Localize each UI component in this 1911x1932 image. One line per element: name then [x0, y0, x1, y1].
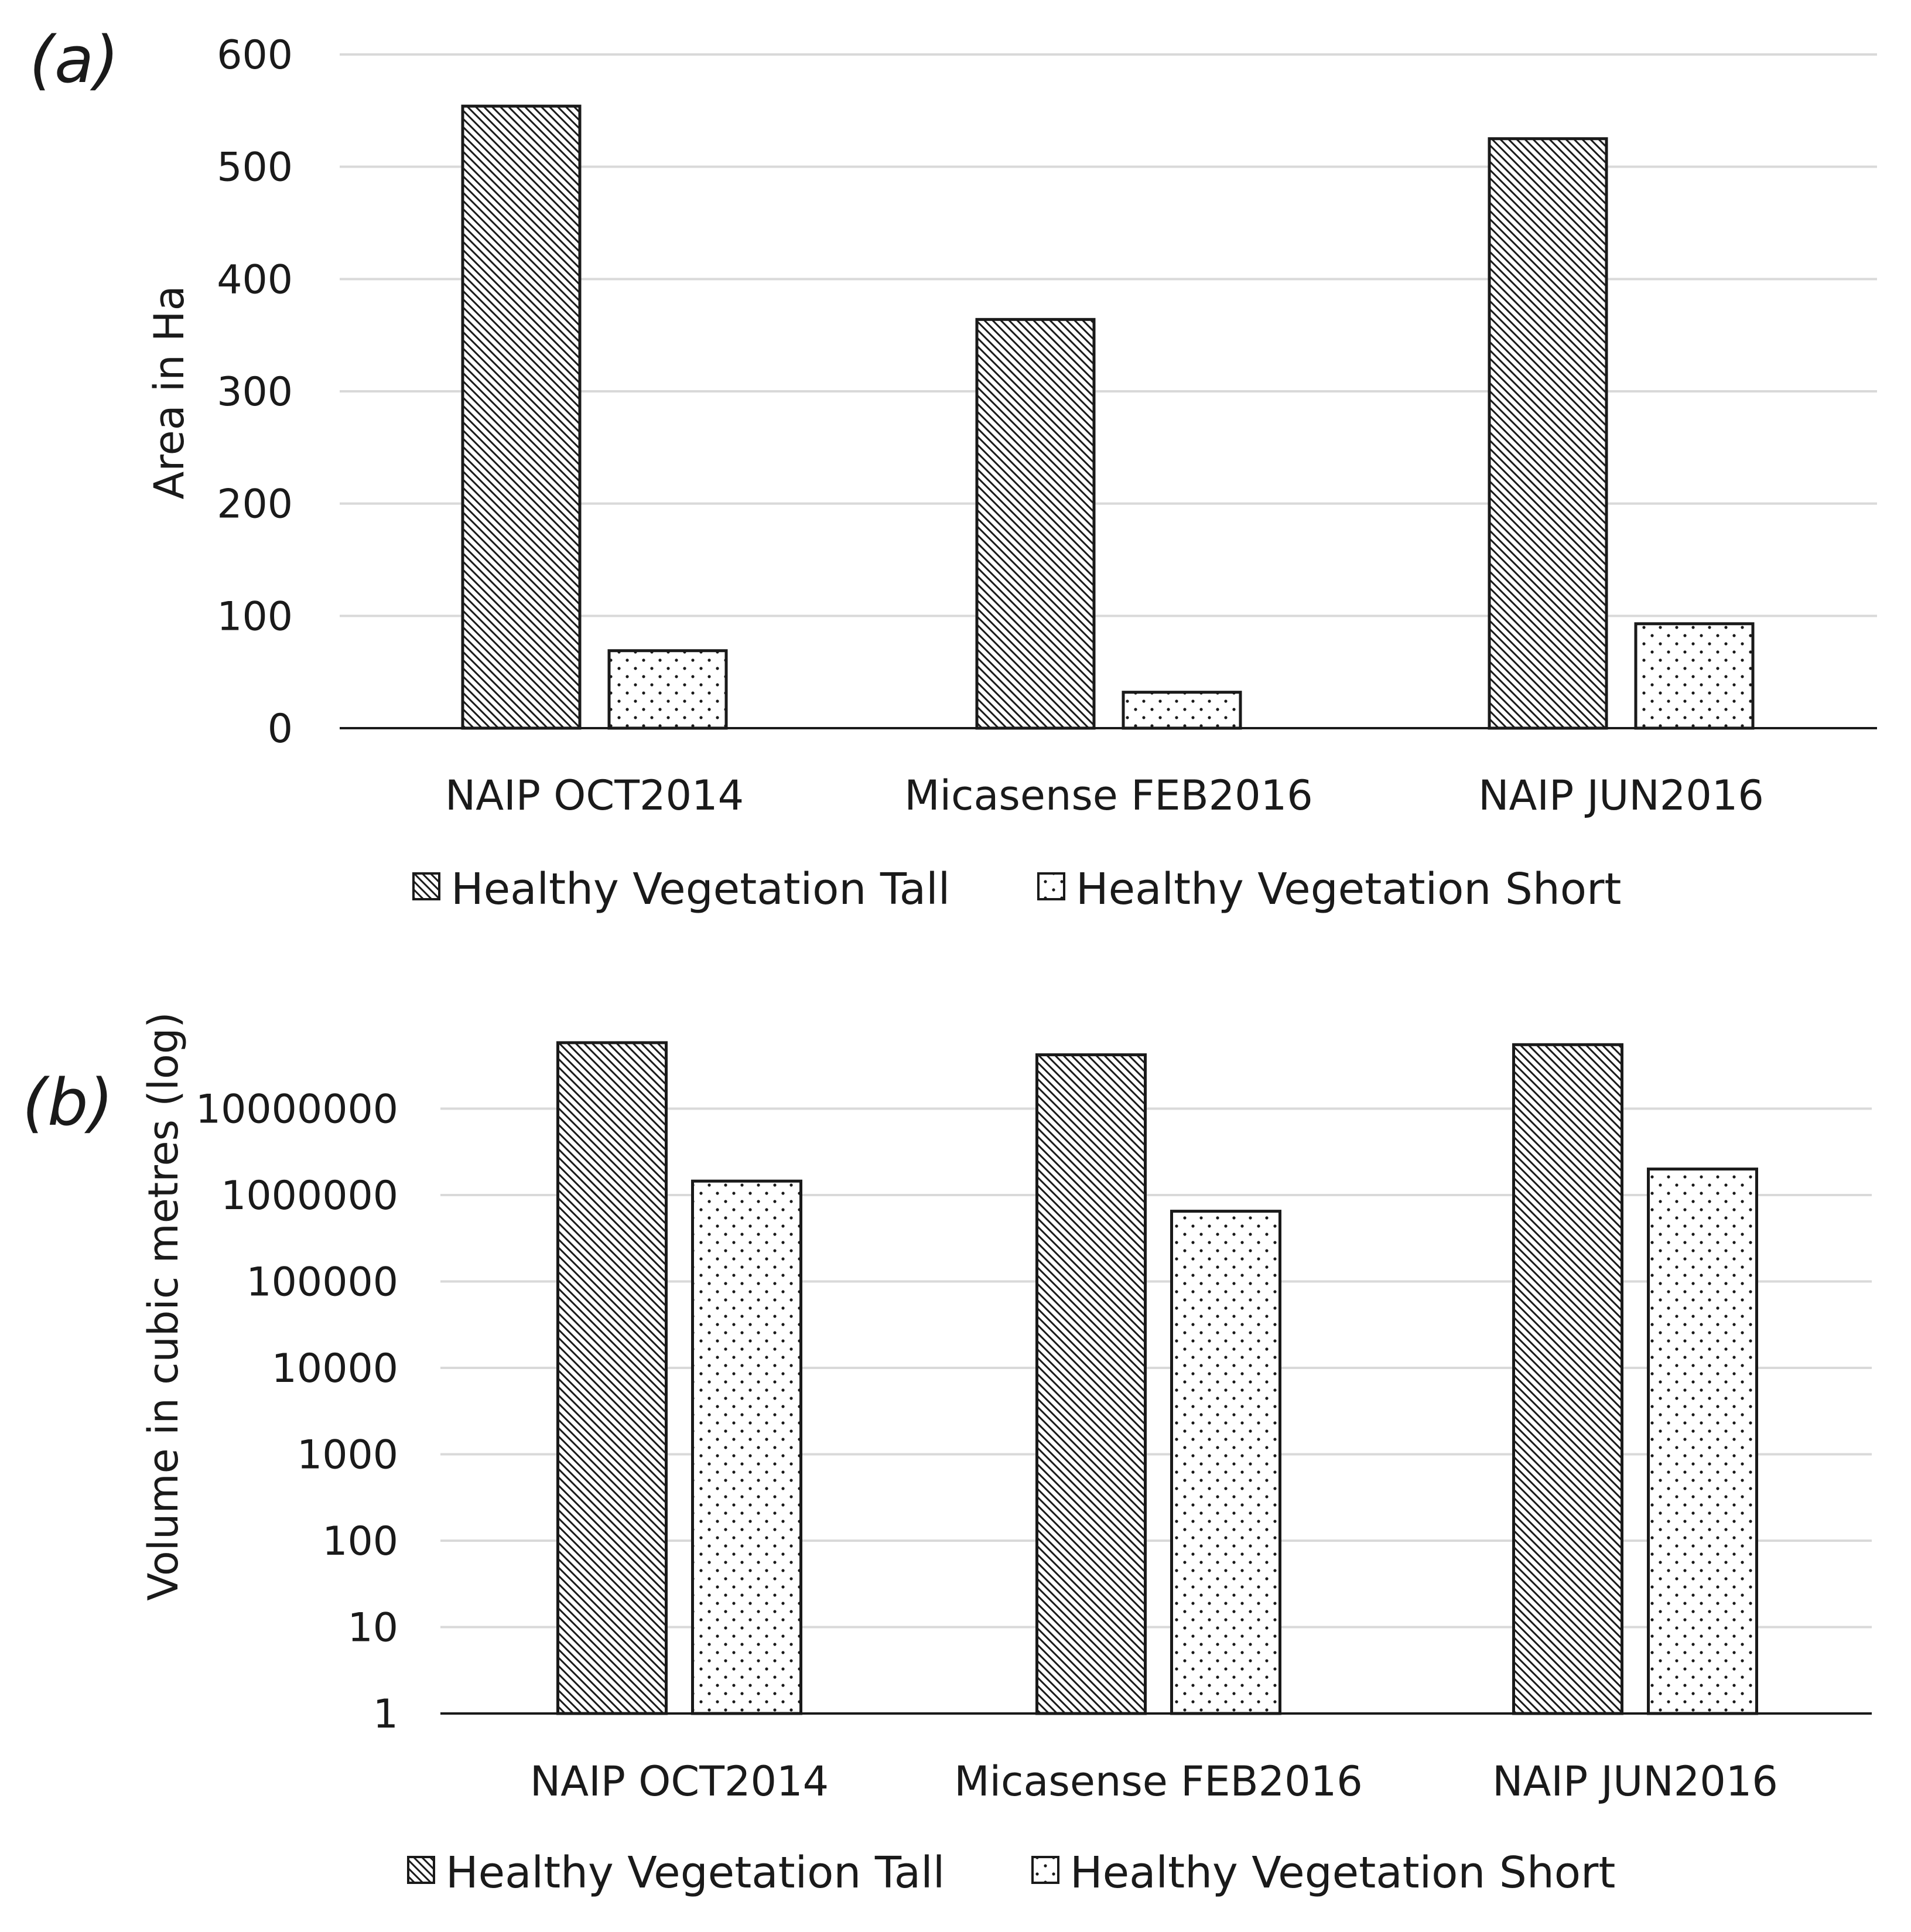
y-tick-label: 1	[373, 1691, 398, 1738]
bar	[1647, 1168, 1758, 1715]
bar	[1634, 622, 1755, 730]
y-tick-label: 600	[217, 32, 293, 78]
y-tick-label: 500	[217, 145, 293, 191]
legend-swatch-dots	[1031, 1856, 1059, 1884]
x-category-label: NAIP OCT2014	[445, 772, 744, 820]
legend-swatch-hatch	[407, 1856, 435, 1884]
y-tick-label: 300	[217, 369, 293, 415]
panel-a-y-axis-label: Area in Ha	[145, 286, 193, 500]
bar	[556, 1041, 668, 1715]
x-category-label: NAIP OCT2014	[530, 1757, 829, 1805]
bar	[1035, 1053, 1147, 1715]
y-tick-label: 0	[268, 706, 293, 752]
bar	[691, 1179, 802, 1715]
y-tick-label: 10000000	[196, 1087, 398, 1133]
y-tick-label: 10	[347, 1605, 398, 1651]
legend-swatch-dots	[1037, 872, 1065, 900]
bar	[1488, 137, 1608, 730]
y-tick-label: 100000	[246, 1259, 398, 1306]
y-tick-label: 10000	[272, 1346, 398, 1392]
bar	[975, 318, 1096, 730]
y-tick-label: 200	[217, 482, 293, 528]
panel-b-plot: 1 10 100 1000 10000 100000 1000000 10000000 NAIP…	[196, 1041, 1872, 1805]
legend-label: Healthy Vegetation Tall	[451, 864, 950, 914]
bar	[607, 649, 728, 730]
bar	[461, 104, 582, 730]
panel-a-legend: Healthy Vegetation Tall Healthy Vegetatio…	[412, 864, 1621, 914]
panel-a-plot: 0 100 200 300 400 500 600 NAIP OCT2014 Micasense…	[217, 32, 1877, 820]
legend-label: Healthy Vegetation Short	[1070, 1848, 1615, 1898]
y-tick-label: 100	[322, 1518, 398, 1565]
panel-b-y-axis-label: Volume in cubic metres (log)	[139, 1012, 187, 1600]
x-category-label: Micasense FEB2016	[954, 1757, 1363, 1805]
x-category-label: Micasense FEB2016	[904, 772, 1313, 820]
x-category-label: NAIP JUN2016	[1492, 1757, 1778, 1805]
legend-label: Healthy Vegetation Short	[1076, 864, 1621, 914]
y-tick-label: 400	[217, 257, 293, 303]
y-tick-label: 100	[217, 593, 293, 640]
panel-a-label: (a)	[29, 22, 119, 97]
legend-label: Healthy Vegetation Tall	[446, 1848, 945, 1898]
x-category-label: NAIP JUN2016	[1478, 772, 1764, 820]
legend-swatch-hatch	[412, 872, 440, 900]
panel-b-label: (b)	[22, 1065, 114, 1140]
y-tick-label: 1000000	[221, 1173, 398, 1219]
bar	[1512, 1043, 1623, 1715]
panel-b-legend: Healthy Vegetation Tall Healthy Vegetatio…	[407, 1848, 1615, 1898]
y-tick-label: 1000	[297, 1432, 398, 1479]
bar	[1122, 691, 1242, 730]
bar	[1170, 1210, 1281, 1715]
